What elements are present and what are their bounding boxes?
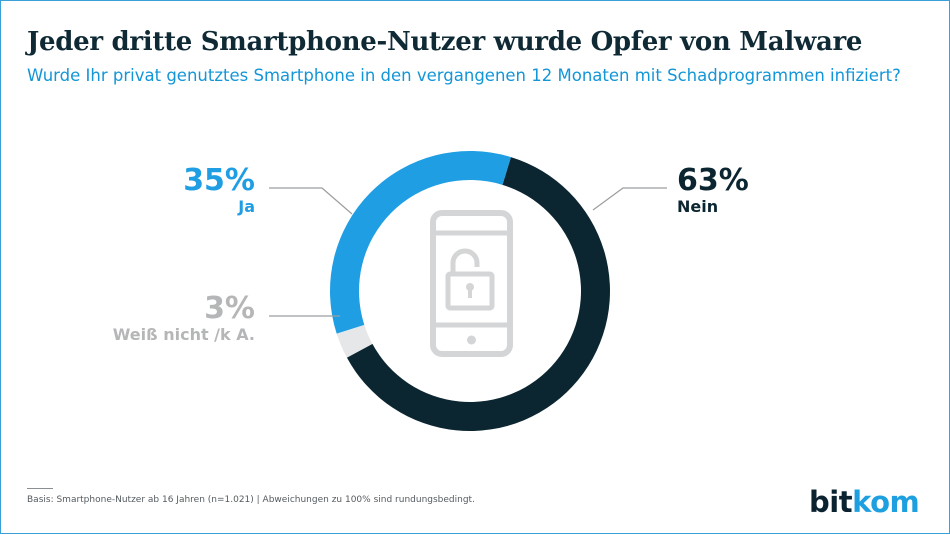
logo-text-bit: bit: [809, 485, 853, 519]
donut-slice-ja: [330, 151, 511, 334]
chart-title: Jeder dritte Smartphone-Nutzer wurde Opf…: [27, 27, 863, 57]
slice-label-ja: Ja: [238, 197, 255, 216]
source-note: Basis: Smartphone-Nutzer ab 16 Jahren (n…: [27, 495, 475, 505]
label-nein: 63% Nein: [677, 165, 749, 217]
slice-value-weiss-nicht: 3%: [204, 291, 255, 326]
slice-value-nein: 63%: [677, 163, 749, 198]
unlocked-smartphone-icon: [430, 210, 513, 357]
source-divider: [27, 488, 53, 489]
donut-slices: [330, 151, 610, 431]
bitkom-logo: bitkom: [809, 485, 920, 519]
donut-slice-wei-nicht-k-a: [336, 324, 373, 358]
logo-text-kom: kom: [852, 485, 920, 519]
chart-subtitle: Wurde Ihr privat genutztes Smartphone in…: [27, 66, 901, 85]
slice-label-weiss-nicht: Weiß nicht /k A.: [112, 325, 255, 344]
label-ja: 35% Ja: [151, 165, 255, 217]
label-weiss-nicht: 3% Weiß nicht /k A.: [97, 293, 255, 345]
slice-value-ja: 35%: [183, 163, 255, 198]
leader-lines: [269, 187, 667, 317]
leader-line-nein: [592, 187, 667, 211]
leader-line-ja: [269, 187, 353, 215]
slice-label-nein: Nein: [677, 197, 719, 216]
